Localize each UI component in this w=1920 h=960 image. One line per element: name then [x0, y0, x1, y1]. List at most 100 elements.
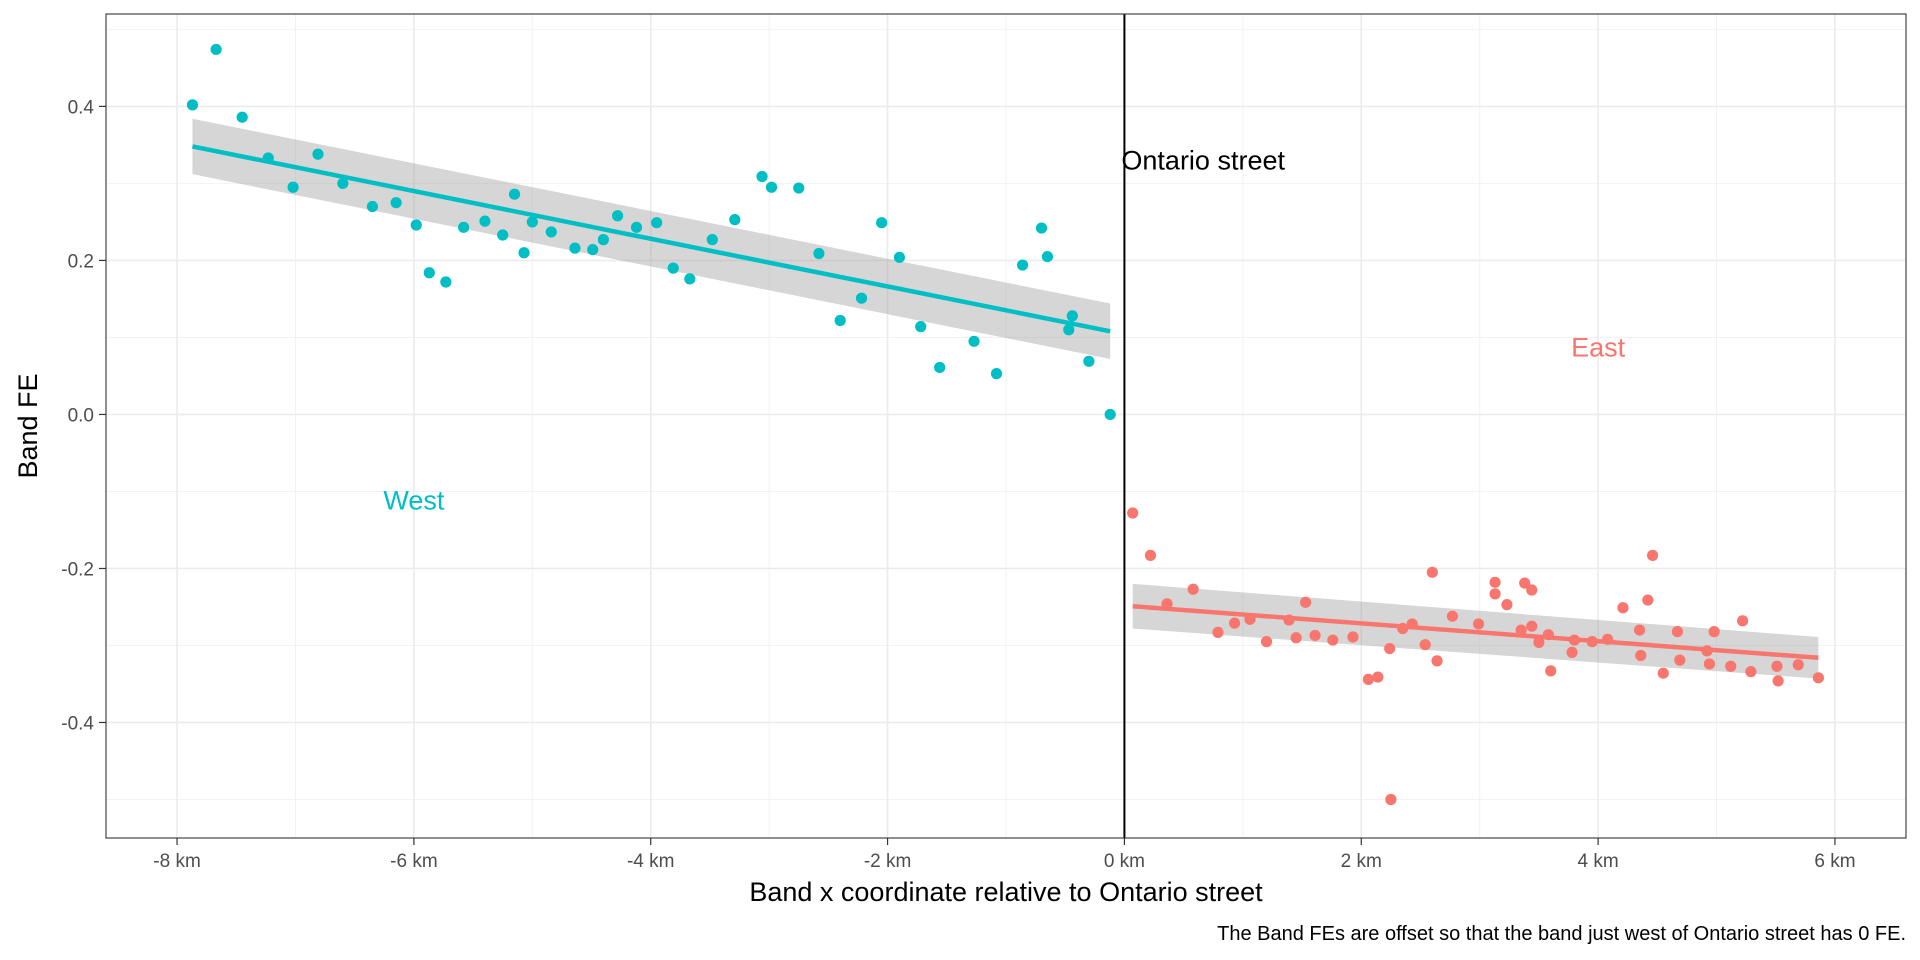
data-point-west	[667, 262, 679, 274]
data-point-west	[1035, 222, 1048, 234]
data-point-west	[756, 170, 768, 183]
data-point-east	[1566, 646, 1578, 659]
data-point-east	[1708, 626, 1720, 638]
data-point-west	[390, 197, 402, 209]
y-tick-label: -0.2	[61, 559, 94, 580]
data-point-east	[1489, 576, 1501, 588]
chart-caption: The Band FEs are offset so that the band…	[1217, 923, 1906, 945]
data-point-east	[1212, 626, 1224, 638]
data-point-west	[813, 247, 825, 260]
data-point-west	[1083, 355, 1095, 367]
axes: -8 km -6 km -4 km -2 km 0 km 2 km 4 km 6 km -0.4…	[61, 97, 1855, 872]
data-point-west	[508, 188, 521, 200]
data-point-east	[1772, 675, 1784, 687]
x-axis-title: Band x coordinate relative to Ontario st…	[749, 877, 1263, 907]
data-point-west	[287, 181, 299, 193]
data-point-west	[915, 321, 927, 333]
data-point-west	[458, 221, 470, 233]
y-tick-label: -0.4	[61, 713, 94, 734]
x-tick-label: 4 km	[1578, 851, 1619, 872]
data-point-east	[1187, 583, 1199, 595]
data-point-east	[1526, 584, 1538, 596]
data-point-east	[1657, 667, 1669, 679]
data-point-east	[1771, 660, 1783, 672]
data-point-east	[1300, 596, 1312, 608]
data-point-west	[236, 111, 248, 123]
data-point-west	[855, 292, 868, 304]
data-point-west	[1104, 408, 1116, 421]
data-point-west	[876, 217, 888, 229]
data-point-west	[597, 234, 609, 246]
data-point-west	[518, 247, 530, 259]
data-point-west	[793, 182, 805, 194]
east-label: East	[1571, 332, 1626, 362]
data-point-east	[1144, 549, 1157, 561]
data-point-east	[1327, 634, 1339, 646]
data-point-west	[684, 273, 696, 285]
data-point-east	[1745, 666, 1757, 678]
data-point-east	[1703, 658, 1716, 670]
data-point-west	[834, 314, 846, 327]
data-point-east	[1228, 617, 1241, 629]
data-point-west	[497, 229, 509, 241]
data-point-west	[1016, 259, 1029, 271]
data-point-east	[1545, 665, 1557, 677]
data-point-east	[1792, 659, 1804, 671]
data-point-east	[1446, 610, 1459, 622]
data-point-west	[366, 200, 379, 213]
data-point-east	[1617, 602, 1629, 614]
data-point-west	[611, 210, 624, 222]
x-tick-label: -8 km	[153, 851, 201, 872]
data-point-east	[1260, 636, 1273, 648]
y-axis-title: Band FE	[13, 373, 43, 478]
ontario-street-label: Ontario street	[1121, 145, 1285, 175]
data-point-west	[893, 251, 906, 263]
data-point-east	[1526, 620, 1538, 632]
data-point-east	[1489, 588, 1501, 600]
data-point-east	[1384, 642, 1396, 655]
data-point-west	[440, 276, 452, 288]
data-point-east	[1290, 632, 1302, 644]
data-point-east	[1472, 618, 1485, 630]
data-point-west	[423, 267, 435, 279]
fit-line-east	[1132, 603, 1819, 661]
data-point-west	[1041, 250, 1054, 263]
y-tick-label: 0.4	[68, 97, 95, 118]
x-tick-label: 6 km	[1814, 851, 1855, 872]
data-point-east	[1385, 793, 1397, 806]
data-point-west	[630, 221, 643, 233]
data-point-east	[1127, 507, 1139, 519]
data-point-east	[1812, 672, 1824, 684]
data-point-east	[1515, 624, 1527, 636]
y-tick-label: 0.2	[68, 251, 94, 272]
data-point-west	[526, 216, 538, 228]
data-point-east	[1725, 660, 1737, 672]
data-point-east	[1372, 671, 1384, 683]
data-point-east	[1347, 631, 1359, 643]
data-point-west	[569, 242, 581, 254]
data-point-west	[186, 99, 199, 111]
plot-panel-border	[105, 13, 1907, 839]
data-point-west	[410, 219, 422, 231]
data-point-east	[1635, 649, 1647, 662]
x-tick-label: -2 km	[864, 851, 912, 872]
fit-lines	[192, 144, 1819, 661]
data-point-east	[1501, 599, 1513, 611]
data-point-west	[545, 226, 557, 238]
data-point-west	[337, 177, 349, 190]
grid-lines	[106, 14, 1906, 838]
data-point-east	[1674, 654, 1686, 666]
data-point-west	[934, 361, 946, 374]
data-point-east	[1736, 615, 1749, 627]
x-tick-label: -6 km	[390, 851, 438, 872]
data-point-west	[479, 215, 491, 227]
x-tick-label: 0 km	[1104, 851, 1145, 872]
data-point-east	[1533, 636, 1545, 648]
data-point-east	[1646, 549, 1659, 561]
confidence-bands	[192, 118, 1819, 679]
data-point-west	[729, 214, 741, 226]
west-label: West	[383, 486, 445, 516]
data-point-east	[1426, 566, 1438, 578]
data-point-west	[587, 244, 599, 256]
